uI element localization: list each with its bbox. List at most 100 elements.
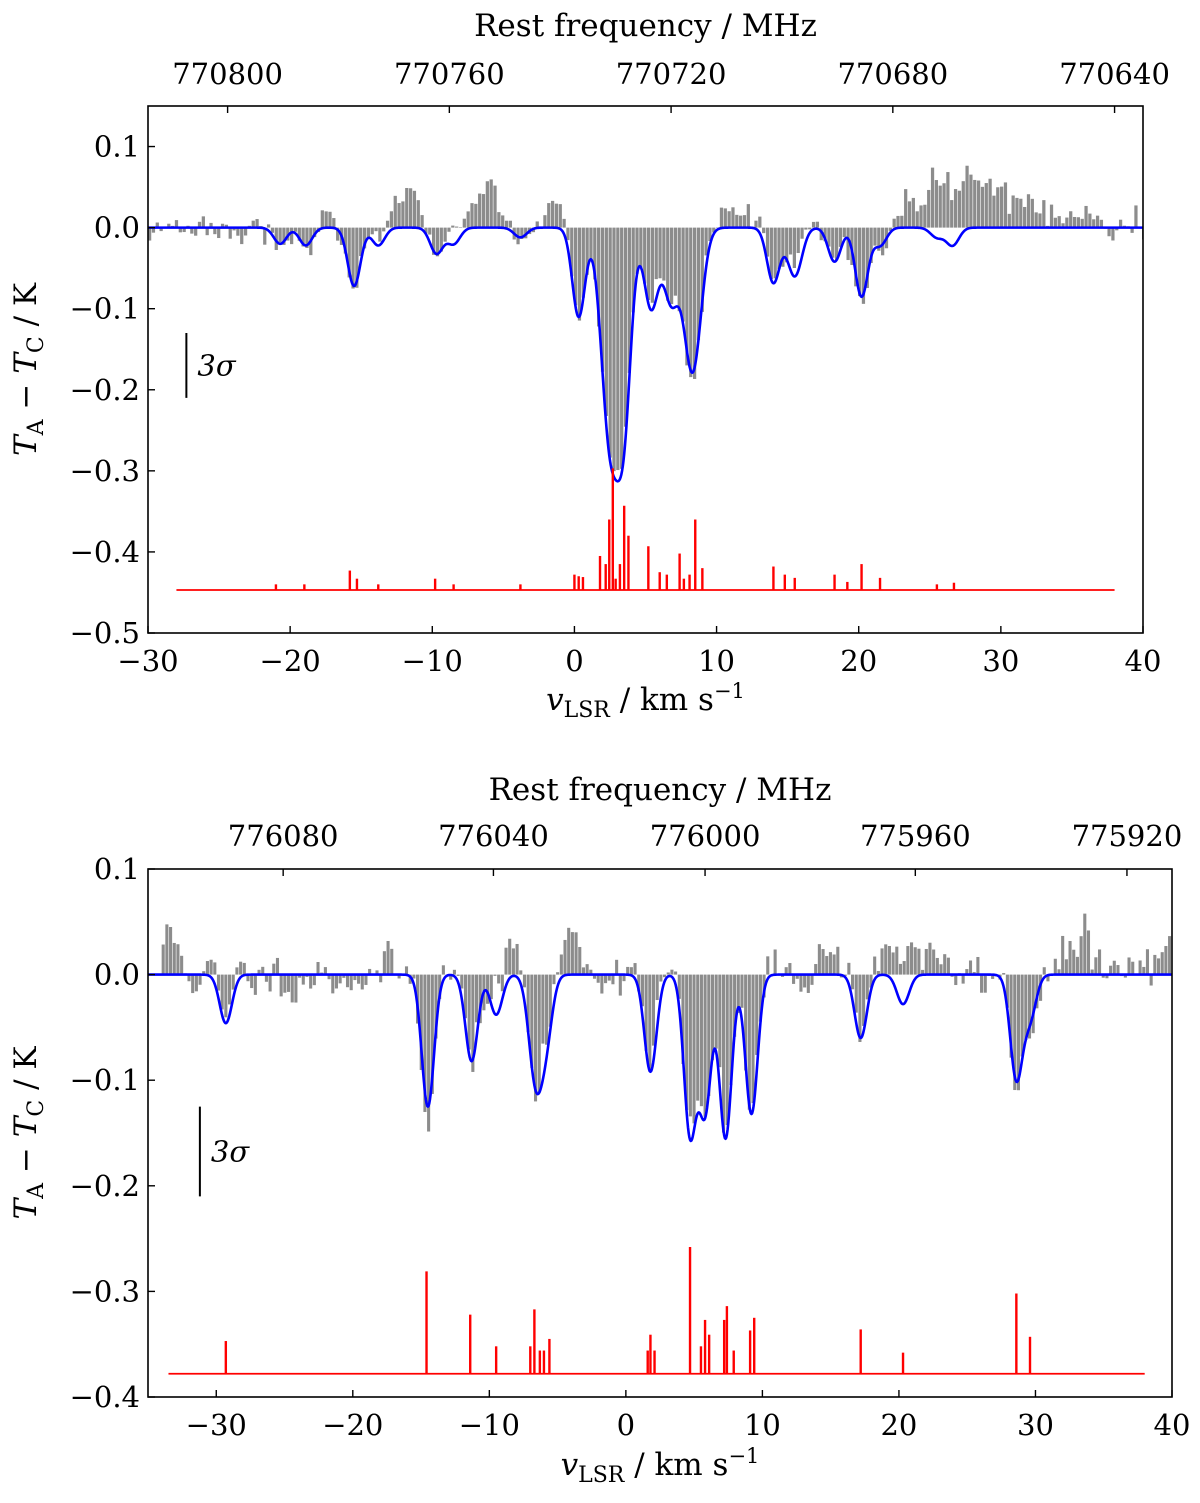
spectrum-channel-bar	[1118, 219, 1123, 228]
plot-frame	[147, 868, 1173, 1398]
spectrum-channel-bar	[471, 974, 475, 1072]
spectrum-channel-bar	[887, 946, 891, 975]
spectrum-channel-bar	[548, 974, 552, 1027]
spectrum-channel-bar	[1000, 186, 1004, 228]
y-axis-label-symbol: T	[8, 433, 44, 456]
y-axis-label: TA − TC / K	[8, 282, 49, 456]
spectrum-channel-bar	[862, 974, 866, 1026]
spectrum-channel-bar	[585, 227, 589, 275]
spectrum-channel-bar	[692, 227, 697, 379]
spectrum-channel-bar	[554, 203, 559, 228]
spectrum-channel-bar	[353, 974, 357, 981]
spectrum-channel-bar	[861, 227, 866, 304]
spectrum-channel-bar	[622, 974, 626, 982]
y-tick-label: −0.3	[70, 454, 140, 488]
spectrum-channel-bar	[198, 974, 202, 985]
spectrum-channel-bar	[696, 227, 701, 341]
spectrum-channel-bar	[658, 227, 662, 279]
spectrum-channel-bar	[559, 954, 563, 975]
spectrum-channel-bar	[420, 215, 424, 228]
spectrum-channel-bar	[1131, 961, 1135, 975]
y-axis-label-minus: −	[8, 1137, 44, 1183]
spectrum-channel-bar	[1026, 194, 1031, 228]
spectrum-channel-bar	[1142, 966, 1146, 975]
spectrum-channel-bar	[838, 227, 843, 247]
spectrum-channel-bar	[846, 227, 850, 261]
spectrum-channel-bar	[547, 203, 551, 228]
spectrum-channel-bar	[443, 227, 447, 242]
spectrum-channel-bar	[1020, 974, 1024, 1057]
spectrum-channel-bar	[201, 216, 205, 228]
spectrum-channel-bar	[792, 974, 796, 984]
x-tick-label: 20	[840, 644, 877, 678]
spectrum-channel-bar	[973, 179, 977, 228]
spectrum-channel-bar	[935, 957, 939, 975]
spectrum-channel-bar	[639, 227, 643, 269]
spectrum-channel-bar	[533, 974, 538, 1102]
spectrum-channel-bar	[1105, 974, 1109, 979]
spectrum-channel-bar	[174, 220, 179, 228]
y-axis-label-subscript: A	[24, 418, 49, 436]
top-x-tick-label: 776000	[650, 819, 761, 853]
spectrum-channel-bar	[1079, 936, 1083, 975]
spectrum-channel-bar	[251, 220, 255, 228]
spectrum-channel-bar	[629, 967, 633, 975]
spectrum-channel-bar	[635, 227, 639, 274]
top-x-tick-label: 776040	[438, 819, 549, 853]
bottom-panel: −30 −20 −10 0 10 20 30 40 0.1 0.0 −0.1 −0.2 −0.3 −0.4…	[8, 772, 1190, 1488]
spectrum-channel-bar	[331, 974, 335, 994]
spectrum-channel-bar	[681, 227, 685, 322]
spectrum-channel-bar	[1024, 974, 1028, 1041]
y-tick-label: −0.1	[70, 292, 140, 326]
spectrum-channel-bar	[677, 974, 681, 999]
spectrum-channel-bar	[1134, 205, 1138, 228]
spectrum-channel-bar	[257, 969, 261, 975]
spectrum-channel-bar	[401, 201, 405, 228]
spectrum-channel-bar	[765, 227, 770, 257]
y-axis-label-symbol: T	[8, 1197, 44, 1220]
spectrum-channel-bar	[736, 974, 740, 1013]
spectrum-channel-bar	[932, 949, 936, 975]
spectrum-channel-bar	[725, 974, 729, 1126]
spectrum-channel-bar	[393, 195, 397, 228]
y-tick-label: −0.2	[70, 1169, 140, 1203]
spectrum-channel-bar	[806, 974, 810, 993]
spectrum-channel-bar	[205, 227, 209, 236]
spectrum-channel-bar	[541, 974, 545, 1044]
spectrum-channel-bar	[950, 200, 954, 228]
spectrum-channel-bar	[474, 203, 478, 228]
spectrum-channel-bar	[205, 961, 209, 975]
spectrum-channel-bar	[438, 974, 442, 1000]
spectrum-channel-bar	[501, 215, 505, 228]
spectrum-channel-bar	[279, 974, 283, 997]
spectrum-channel-bar	[456, 974, 460, 976]
y-tick-label: 0.0	[94, 958, 140, 992]
spectrum-channel-bar	[172, 942, 176, 975]
y-axis-label-minus: −	[8, 374, 44, 420]
x-axis-label-exponent: −1	[714, 679, 745, 703]
sigma-scale-label: 3σ	[197, 348, 236, 382]
spectrum-channel-bar	[939, 964, 943, 975]
x-tick-label: 0	[565, 644, 583, 678]
spectrum-channel-bar	[623, 227, 628, 427]
spectrum-channel-bar	[688, 974, 692, 1117]
spectrum-channel-bar	[895, 946, 899, 975]
spectrum-channel-bar	[670, 969, 674, 975]
spectrum-channel-bar	[604, 974, 608, 984]
spectrum-channel-bar	[677, 227, 681, 312]
spectrum-channel-bar	[666, 972, 670, 975]
spectrum-channel-bar	[755, 974, 759, 1055]
spectrum-channel-bar	[751, 974, 755, 1104]
spectrum-channel-bar	[965, 165, 969, 228]
spectrum-channel-bar	[616, 227, 620, 471]
spectrum-channel-bar	[881, 227, 885, 256]
spectrum-channel-bar	[1164, 946, 1168, 975]
spectrum-channel-bar	[522, 974, 527, 988]
spectrum-channel-bar	[943, 954, 947, 975]
spectrum-channel-bar	[220, 223, 225, 228]
y-axis-label-subscript: A	[24, 1182, 49, 1200]
x-axis-label-unit: / km s	[610, 682, 714, 718]
spectrum-channel-bar	[758, 974, 762, 1022]
top-axis-label: Rest frequency / MHz	[474, 8, 817, 44]
